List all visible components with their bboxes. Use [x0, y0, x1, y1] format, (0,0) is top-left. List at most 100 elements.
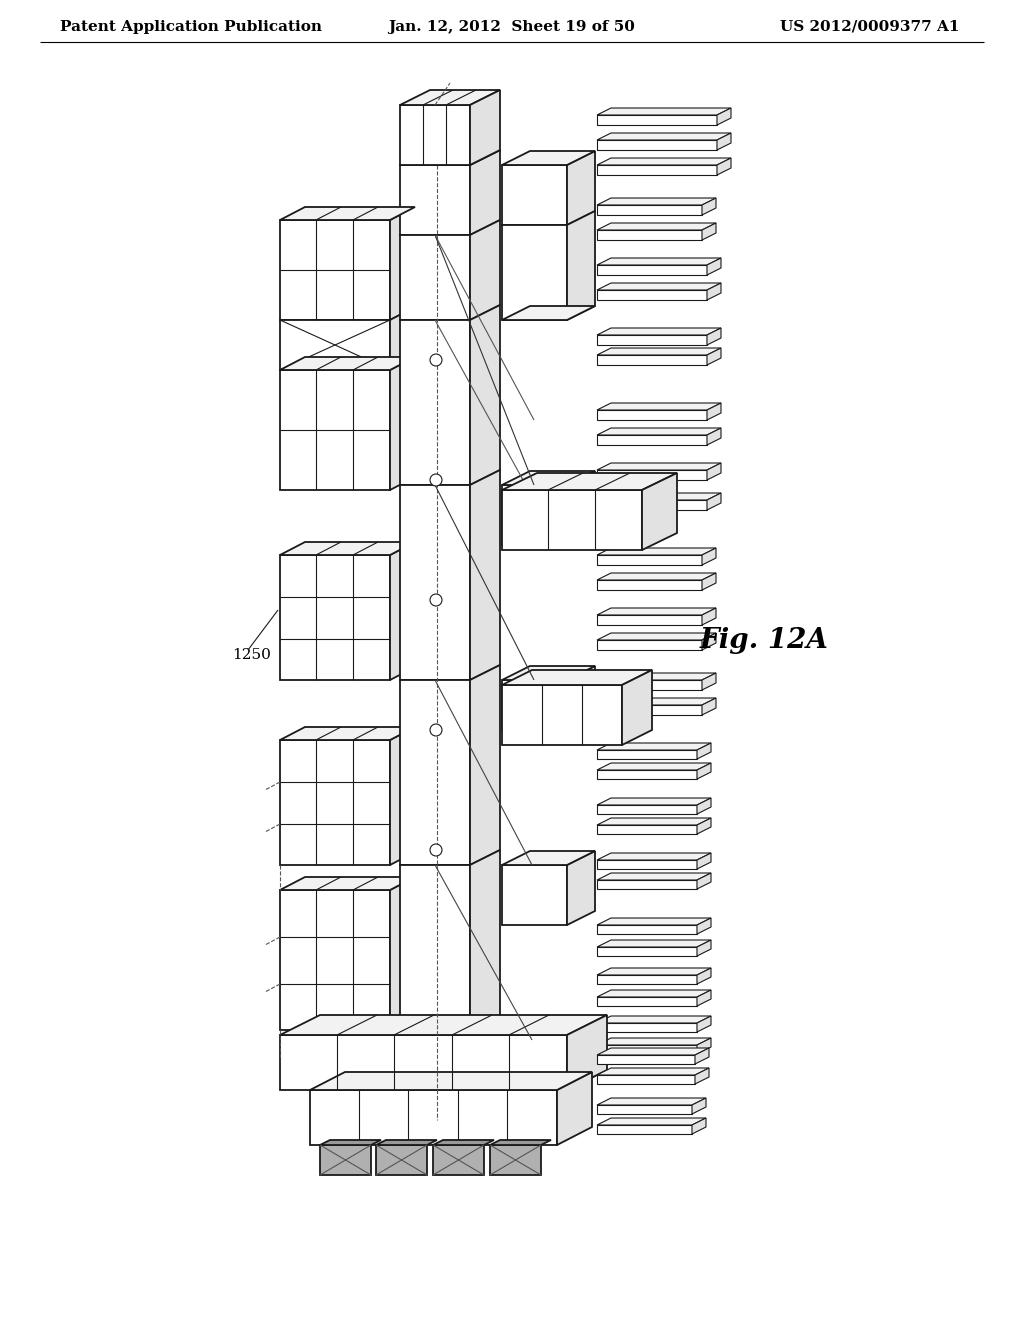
Polygon shape [597, 680, 702, 690]
Polygon shape [280, 543, 415, 554]
Polygon shape [597, 411, 707, 420]
Polygon shape [502, 680, 567, 730]
Polygon shape [717, 158, 731, 176]
Polygon shape [470, 665, 500, 865]
Polygon shape [597, 615, 702, 624]
Polygon shape [697, 1038, 711, 1053]
Polygon shape [502, 1035, 567, 1090]
Polygon shape [400, 90, 500, 106]
Polygon shape [702, 634, 716, 649]
Polygon shape [280, 741, 390, 865]
Polygon shape [597, 463, 721, 470]
Polygon shape [597, 335, 707, 345]
Polygon shape [567, 1020, 595, 1090]
Polygon shape [697, 818, 711, 834]
Polygon shape [280, 207, 415, 220]
Polygon shape [597, 327, 721, 335]
Polygon shape [470, 90, 500, 165]
Polygon shape [597, 230, 702, 240]
Polygon shape [597, 1048, 709, 1055]
Polygon shape [390, 356, 415, 490]
Polygon shape [502, 165, 567, 224]
Text: Patent Application Publication: Patent Application Publication [60, 20, 322, 34]
Polygon shape [697, 968, 711, 983]
Polygon shape [707, 403, 721, 420]
Polygon shape [597, 290, 707, 300]
Polygon shape [597, 975, 697, 983]
Polygon shape [597, 403, 721, 411]
Polygon shape [692, 1098, 706, 1114]
Polygon shape [707, 463, 721, 480]
Polygon shape [597, 640, 702, 649]
Polygon shape [280, 1015, 607, 1035]
Polygon shape [697, 990, 711, 1006]
Polygon shape [597, 223, 716, 230]
Polygon shape [597, 698, 716, 705]
Polygon shape [597, 1038, 711, 1045]
Polygon shape [597, 1016, 711, 1023]
Polygon shape [697, 917, 711, 935]
Polygon shape [502, 1020, 595, 1035]
Polygon shape [470, 850, 500, 1035]
Polygon shape [597, 257, 721, 265]
Polygon shape [697, 873, 711, 888]
Polygon shape [597, 140, 717, 150]
Text: 1250: 1250 [232, 648, 271, 663]
Polygon shape [695, 1068, 709, 1084]
Polygon shape [280, 727, 415, 741]
Polygon shape [597, 1125, 692, 1134]
Polygon shape [597, 158, 731, 165]
Polygon shape [400, 235, 470, 319]
Polygon shape [707, 282, 721, 300]
Polygon shape [597, 799, 711, 805]
Polygon shape [622, 671, 652, 744]
Polygon shape [702, 698, 716, 715]
Polygon shape [597, 355, 707, 366]
Polygon shape [692, 1118, 706, 1134]
Polygon shape [697, 763, 711, 779]
Polygon shape [390, 207, 415, 319]
Polygon shape [400, 865, 470, 1035]
Polygon shape [376, 1140, 437, 1144]
Polygon shape [707, 257, 721, 275]
Polygon shape [567, 851, 595, 925]
Polygon shape [707, 428, 721, 445]
Polygon shape [597, 825, 697, 834]
Polygon shape [597, 470, 707, 480]
Polygon shape [567, 1015, 607, 1090]
Polygon shape [597, 1118, 706, 1125]
Polygon shape [717, 108, 731, 125]
Polygon shape [319, 1140, 381, 1144]
Polygon shape [597, 750, 697, 759]
Polygon shape [400, 165, 470, 235]
Circle shape [430, 354, 442, 366]
Polygon shape [502, 490, 642, 550]
Polygon shape [502, 685, 622, 744]
Polygon shape [597, 573, 716, 579]
Polygon shape [597, 917, 711, 925]
Polygon shape [597, 205, 702, 215]
Polygon shape [470, 150, 500, 235]
Circle shape [430, 594, 442, 606]
Polygon shape [597, 165, 717, 176]
Circle shape [430, 843, 442, 855]
Polygon shape [597, 1074, 695, 1084]
Polygon shape [707, 348, 721, 366]
Text: US 2012/0009377 A1: US 2012/0009377 A1 [780, 20, 961, 34]
Polygon shape [502, 473, 677, 490]
Polygon shape [597, 946, 697, 956]
Polygon shape [597, 853, 711, 861]
Polygon shape [597, 861, 697, 869]
Polygon shape [597, 198, 716, 205]
Polygon shape [280, 554, 390, 680]
Polygon shape [490, 1144, 541, 1175]
Polygon shape [400, 484, 470, 680]
Polygon shape [597, 997, 697, 1006]
Polygon shape [597, 1068, 709, 1074]
Polygon shape [702, 548, 716, 565]
Polygon shape [502, 471, 595, 484]
Polygon shape [597, 1105, 692, 1114]
Polygon shape [433, 1144, 484, 1175]
Polygon shape [567, 211, 595, 319]
Polygon shape [597, 1045, 697, 1053]
